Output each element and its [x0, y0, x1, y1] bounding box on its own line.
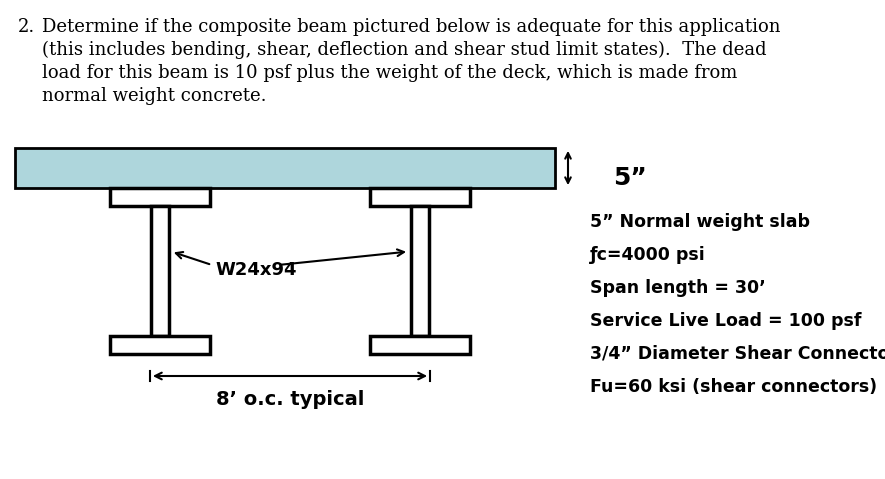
Text: 2.: 2. [18, 18, 35, 36]
Text: W24x94: W24x94 [215, 261, 296, 279]
Bar [370, 188, 470, 206]
Text: 3/4” Diameter Shear Connectors: 3/4” Diameter Shear Connectors [590, 345, 885, 363]
Bar [110, 188, 210, 206]
Text: 5” Normal weight slab: 5” Normal weight slab [590, 213, 810, 231]
Text: Fu=60 ksi (shear connectors): Fu=60 ksi (shear connectors) [590, 378, 877, 396]
Text: 5”: 5” [613, 166, 647, 190]
Text: (this includes bending, shear, deflection and shear stud limit states).  The dea: (this includes bending, shear, deflectio… [42, 41, 766, 59]
Text: load for this beam is 10 psf plus the weight of the deck, which is made from: load for this beam is 10 psf plus the we… [42, 64, 737, 82]
Bar [370, 336, 470, 354]
Text: Span length = 30’: Span length = 30’ [590, 279, 766, 297]
Bar [151, 206, 169, 336]
Text: Service Live Load = 100 psf: Service Live Load = 100 psf [590, 312, 861, 330]
Bar [15, 148, 555, 188]
Bar [110, 336, 210, 354]
Bar [411, 206, 429, 336]
Text: Determine if the composite beam pictured below is adequate for this application: Determine if the composite beam pictured… [42, 18, 781, 36]
Text: ƒc=4000 psi: ƒc=4000 psi [590, 246, 705, 264]
Text: 8’ o.c. typical: 8’ o.c. typical [216, 390, 365, 409]
Text: normal weight concrete.: normal weight concrete. [42, 87, 266, 105]
